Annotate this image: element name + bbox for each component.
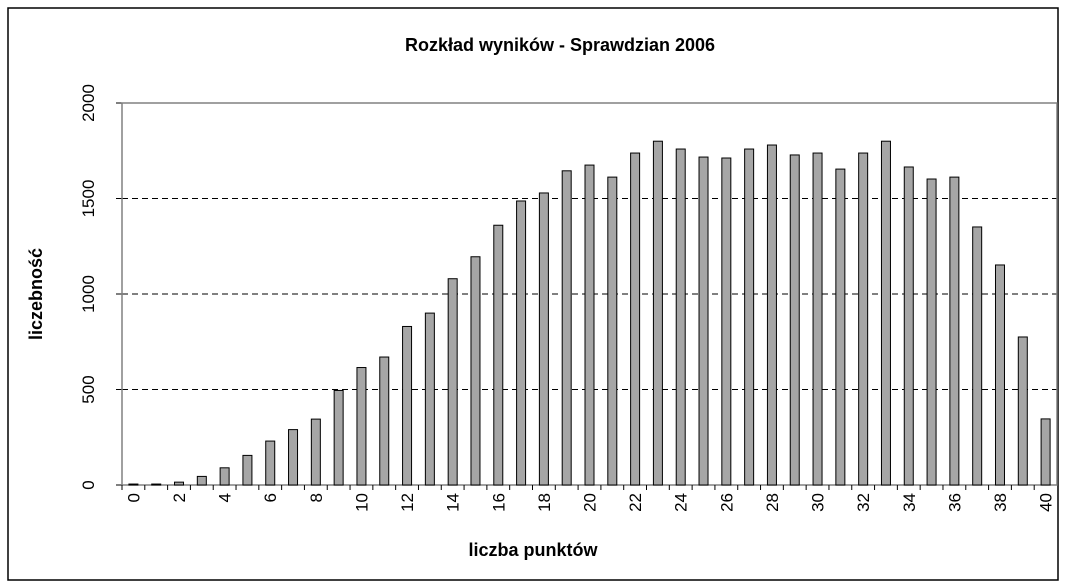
bar xyxy=(835,168,846,486)
bar xyxy=(151,483,162,486)
y-tick-label: 500 xyxy=(79,375,98,403)
bar xyxy=(1017,336,1028,486)
x-tick-label: 14 xyxy=(444,493,463,512)
x-tick-label: 0 xyxy=(124,493,143,502)
bar xyxy=(196,475,207,486)
bar xyxy=(630,152,641,486)
bar xyxy=(744,148,755,486)
y-tick-label: 0 xyxy=(79,480,98,489)
bar xyxy=(516,200,527,486)
bar xyxy=(470,256,481,486)
bar xyxy=(721,157,732,486)
bar xyxy=(310,418,321,486)
bar xyxy=(538,192,549,486)
bar xyxy=(926,178,937,486)
bar xyxy=(766,144,777,486)
y-tick-label: 1500 xyxy=(79,180,98,218)
x-tick-label: 10 xyxy=(352,493,371,512)
bar xyxy=(584,164,595,486)
x-tick-label: 2 xyxy=(170,493,189,502)
y-tick-label: 2000 xyxy=(79,84,98,122)
bar xyxy=(424,312,435,486)
x-tick-label: 6 xyxy=(261,493,280,502)
bar xyxy=(242,454,253,486)
bar xyxy=(903,166,914,486)
bar xyxy=(356,367,367,486)
bar xyxy=(493,224,504,486)
x-tick-label: 8 xyxy=(307,493,326,502)
bar xyxy=(265,440,276,486)
bar xyxy=(652,140,663,486)
x-tick-label: 32 xyxy=(854,493,873,512)
x-tick-label: 26 xyxy=(717,493,736,512)
bar xyxy=(880,140,891,486)
x-tick-label: 16 xyxy=(489,493,508,512)
bar xyxy=(333,389,344,486)
x-tick-label: 30 xyxy=(809,493,828,512)
bar xyxy=(675,148,686,486)
bar xyxy=(447,278,458,486)
bar xyxy=(607,176,618,486)
x-tick-label: 20 xyxy=(581,493,600,512)
x-tick-label: 22 xyxy=(626,493,645,512)
bar xyxy=(994,264,1005,486)
bar xyxy=(128,483,139,486)
x-tick-label: 36 xyxy=(945,493,964,512)
x-tick-label: 34 xyxy=(900,493,919,512)
bar xyxy=(288,429,299,486)
x-tick-label: 28 xyxy=(763,493,782,512)
bar xyxy=(789,154,800,486)
x-axis-label: liczba punktów xyxy=(468,540,598,560)
x-tick-label: 4 xyxy=(216,493,235,502)
bar xyxy=(561,170,572,486)
y-tick-label: 1000 xyxy=(79,275,98,313)
bar xyxy=(858,152,869,486)
bar xyxy=(698,156,709,486)
y-axis-label: liczebność xyxy=(26,248,46,340)
x-tick-label: 38 xyxy=(991,493,1010,512)
bar xyxy=(972,226,983,486)
x-tick-label: 18 xyxy=(535,493,554,512)
bar xyxy=(219,467,230,486)
bar xyxy=(1040,418,1051,486)
bar xyxy=(812,152,823,486)
bar xyxy=(949,176,960,486)
chart-title: Rozkład wyników - Sprawdzian 2006 xyxy=(405,35,715,55)
x-tick-label: 12 xyxy=(398,493,417,512)
x-tick-label: 40 xyxy=(1037,493,1056,512)
bar xyxy=(379,356,390,486)
bar xyxy=(402,325,413,486)
x-tick-label: 24 xyxy=(672,493,691,512)
bar xyxy=(174,481,185,486)
